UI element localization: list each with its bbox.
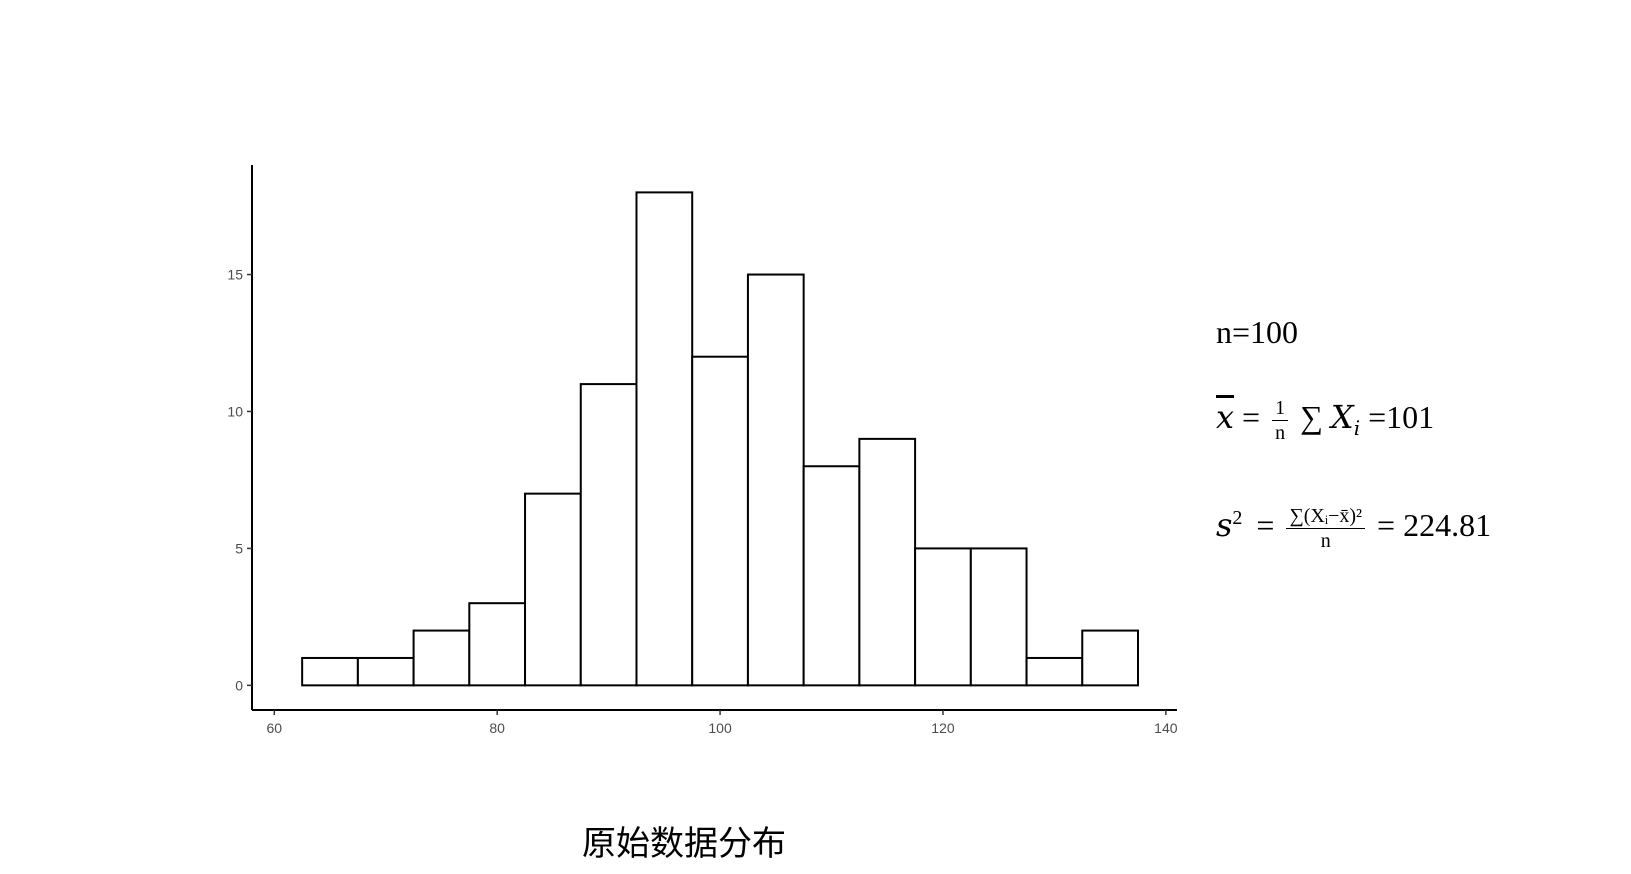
variance-fraction-numerator: ∑(Xᵢ−x̄)²	[1286, 506, 1366, 529]
variance-symbol: s	[1216, 505, 1233, 544]
mean-fraction-numerator: 1	[1272, 398, 1289, 421]
histogram-bars	[301, 191, 1139, 687]
x-tick-label-2: 100	[708, 720, 732, 736]
chart-caption: 原始数据分布	[582, 824, 786, 864]
histogram-bar-6	[635, 191, 694, 687]
x-tick-label-3: 120	[931, 720, 955, 736]
mean-x-symbol: X	[1330, 397, 1354, 436]
variance-equals: =	[1256, 506, 1275, 543]
variance-superscript: 2	[1232, 507, 1243, 530]
histogram-bar-7	[691, 355, 749, 687]
histogram-bar-2	[412, 629, 471, 687]
histogram-bar-1	[356, 656, 415, 687]
mean-sum-symbol: ∑	[1300, 398, 1323, 435]
histogram-bar-13	[1025, 656, 1084, 687]
histogram-bar-5	[579, 383, 638, 687]
y-tick-label-1: 5	[235, 540, 243, 556]
histogram-bar-11	[914, 547, 972, 687]
y-tick-label-0: 0	[235, 677, 243, 693]
histogram-bar-3	[468, 602, 527, 687]
y-tick-label-3: 15	[227, 267, 243, 283]
histogram-bar-10	[858, 437, 917, 687]
histogram-bar-14	[1081, 629, 1139, 687]
histogram-bar-4	[524, 492, 582, 687]
mean-fraction: 1 n	[1272, 398, 1289, 444]
x-tick-label-4: 140	[1154, 720, 1178, 736]
histogram-bar-12	[969, 547, 1028, 687]
axes: 0 5 10 15 60 80 100 120 140	[227, 165, 1178, 736]
x-tick-label-1: 80	[489, 720, 505, 736]
x-tick-label-0: 60	[267, 720, 283, 736]
mean-result: =101	[1368, 398, 1435, 435]
variance-result: = 224.81	[1377, 506, 1492, 543]
mean-subscript: i	[1353, 416, 1361, 441]
histogram-bar-0	[301, 656, 359, 687]
mean-equals: =	[1242, 398, 1261, 435]
mean-formula: x = 1 n ∑ Xi =101	[1216, 398, 1434, 443]
sample-size-text: n=100	[1216, 314, 1299, 350]
histogram-bar-9	[802, 465, 861, 687]
variance-formula: s2 = ∑(Xᵢ−x̄)² n = 224.81	[1216, 506, 1491, 551]
histogram-bar-8	[746, 273, 805, 687]
mean-fraction-denominator: n	[1275, 422, 1286, 444]
variance-fraction: ∑(Xᵢ−x̄)² n	[1286, 506, 1366, 552]
variance-fraction-denominator: n	[1320, 530, 1331, 552]
mean-symbol: x	[1216, 397, 1235, 436]
y-tick-label-2: 10	[227, 403, 243, 419]
